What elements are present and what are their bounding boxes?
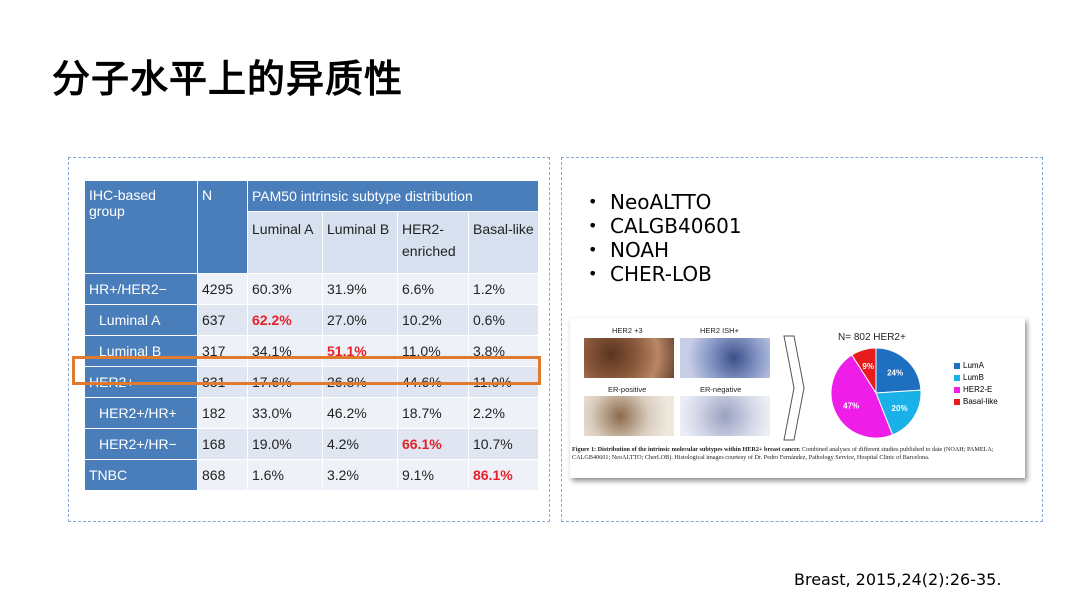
row-group: HER2+/HR− [84, 428, 198, 460]
header-pam50: PAM50 intrinsic subtype distribution [247, 180, 539, 212]
cell: 31.9% [322, 273, 398, 305]
cell: 2.2% [468, 397, 539, 429]
pie-label: 9% [862, 362, 874, 371]
histology-her2-ish-image [680, 338, 770, 378]
table-row: HER2+/HR− 168 19.0% 4.2% 66.1% 10.7% [84, 428, 539, 460]
row-n: 4295 [197, 273, 248, 305]
subhead-luminal-a: Luminal A [247, 211, 323, 274]
pie-slice-basal-like [851, 347, 877, 395]
subhead-basal-like: Basal-like [468, 211, 539, 274]
row-group: Luminal A [84, 304, 198, 336]
header-group: IHC-based group [84, 180, 198, 274]
list-item: • NOAH [588, 238, 670, 262]
label-er-negative: ER-negative [700, 385, 742, 394]
trial-list: • NeoALTTO • CALGB40601 • NOAH • CHER-LOB [588, 190, 742, 286]
pie-slice-her2-e [830, 354, 894, 439]
row-n: 637 [197, 304, 248, 336]
legend-item: HER2-E [954, 384, 998, 396]
table-row: Luminal A 637 62.2% 27.0% 10.2% 0.6% [84, 304, 539, 336]
n-header: N= 802 HER2+ [838, 332, 906, 343]
cell: 3.8% [468, 335, 539, 367]
cell: 0.6% [468, 304, 539, 336]
label-her2-3: HER2 +3 [612, 326, 643, 335]
reference: Breast, 2015,24(2):26-35. [794, 570, 1002, 589]
row-group: Luminal B [84, 335, 198, 367]
cell: 46.2% [322, 397, 398, 429]
header-n: N [197, 180, 248, 274]
list-item: • CALGB40601 [588, 214, 742, 238]
cell: 19.0% [247, 428, 323, 460]
label-er-positive: ER-positive [608, 385, 647, 394]
bullet-icon: • [588, 216, 598, 235]
histology-er-negative-image [680, 396, 770, 436]
right-panel [561, 157, 1043, 522]
table-row: Luminal B 317 34.1% 51.1% 11.0% 3.8% [84, 335, 539, 367]
row-group: HER2+/HR+ [84, 397, 198, 429]
cell: 3.2% [322, 459, 398, 491]
figure-her2-subtypes: HER2 +3 HER2 ISH+ ER-positive ER-negativ… [570, 318, 1025, 478]
row-n: 317 [197, 335, 248, 367]
table-row: HER2+/HR+ 182 33.0% 46.2% 18.7% 2.2% [84, 397, 539, 429]
cell: 62.2% [247, 304, 323, 336]
pie-label: 24% [887, 369, 903, 378]
row-n: 182 [197, 397, 248, 429]
cell: 6.6% [397, 273, 469, 305]
subtype-table: IHC-based group N PAM50 intrinsic subtyp… [84, 180, 539, 491]
cell: 1.2% [468, 273, 539, 305]
row-n: 868 [197, 459, 248, 491]
list-item: • NeoALTTO [588, 190, 712, 214]
pie-legend: LumA LumB HER2-E Basal-like [954, 360, 998, 408]
subhead-her2-enriched: HER2- enriched [397, 211, 469, 274]
legend-item: LumA [954, 360, 998, 372]
cell: 33.0% [247, 397, 323, 429]
legend-item: Basal-like [954, 396, 998, 408]
cell: 1.6% [247, 459, 323, 491]
table-row: HR+/HER2− 4295 60.3% 31.9% 6.6% 1.2% [84, 273, 539, 305]
cell: 66.1% [397, 428, 469, 460]
cell: 18.7% [397, 397, 469, 429]
bullet-icon: • [588, 240, 598, 259]
cell: 4.2% [322, 428, 398, 460]
cell: 10.2% [397, 304, 469, 336]
histology-er-positive-image [584, 396, 674, 436]
pie-label: 47% [843, 402, 859, 411]
left-panel [68, 157, 550, 522]
row-n: 168 [197, 428, 248, 460]
pie-slice-luma [875, 347, 922, 394]
cell: 27.0% [322, 304, 398, 336]
cell: 86.1% [468, 459, 539, 491]
table-row: TNBC 868 1.6% 3.2% 9.1% 86.1% [84, 459, 539, 491]
bullet-icon: • [588, 264, 598, 283]
subhead-luminal-b: Luminal B [322, 211, 398, 274]
label-her2-ish: HER2 ISH+ [700, 326, 739, 335]
arrow-icon [783, 335, 805, 441]
figure-caption: Figure 1: Distribution of the intrinsic … [572, 446, 994, 461]
page-title: 分子水平上的异质性 [52, 57, 404, 101]
cell: 11.0% [397, 335, 469, 367]
cell: 9.1% [397, 459, 469, 491]
histology-her2-3-image [584, 338, 674, 378]
legend-item: LumB [954, 372, 998, 384]
pie-slice-lumb [875, 389, 922, 436]
her2-row-highlight [72, 356, 541, 385]
list-item: • CHER-LOB [588, 262, 712, 286]
cell: 10.7% [468, 428, 539, 460]
cell: 60.3% [247, 273, 323, 305]
row-group: HR+/HER2− [84, 273, 198, 305]
row-group: TNBC [84, 459, 198, 491]
bullet-icon: • [588, 192, 598, 211]
pie-label: 20% [892, 404, 908, 413]
pie-chart: 24% 20% 47% 9% [830, 347, 922, 439]
